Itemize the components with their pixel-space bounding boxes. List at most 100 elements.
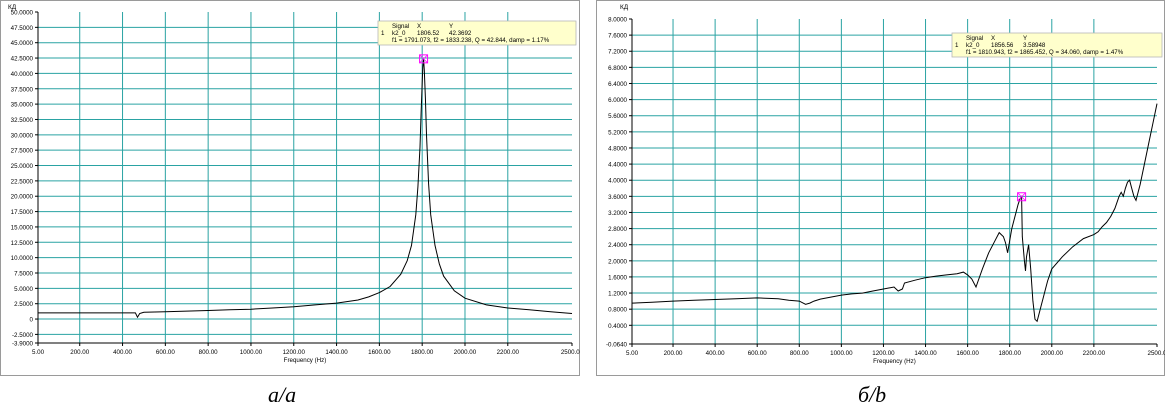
- chart-a-y-tick-label: 42.5000: [11, 56, 34, 63]
- chart-b-readout-header-signal: Signal: [966, 35, 983, 42]
- chart-a-y-tick-label: 5.0000: [14, 286, 33, 293]
- chart-b-y-tick-label: 2.4000: [608, 242, 627, 249]
- chart-a-x-tick-label: 5.00: [32, 349, 45, 356]
- caption-a: а/a: [268, 382, 297, 407]
- frequency-response-chart-b: 8.0000 7.6000 7.2000 6.8000 6.4000 6.0000 5.60…: [596, 0, 1165, 376]
- chart-a-x-tick-label: 400.00: [113, 349, 132, 356]
- chart-a-y-tick-label: 17.5000: [11, 209, 34, 216]
- chart-a-y-tick-label: 15.0000: [11, 224, 34, 231]
- chart-b-x-tick-label: 2500.0: [1148, 350, 1165, 357]
- chart-b-y-tick-label: 7.6000: [608, 33, 627, 40]
- chart-b-x-tick-label: 2000.00: [1041, 350, 1064, 357]
- chart-a-peak-marker-cross: [419, 54, 428, 64]
- chart-a-readout-row-index: 1: [381, 30, 385, 37]
- chart-a-y-tick-label: -3.9000: [12, 341, 34, 348]
- chart-a-y-tick-label: -2.5000: [12, 332, 34, 339]
- chart-b-x-tick-label: 400.00: [706, 350, 725, 357]
- chart-b-y-tick-label: 5.6000: [608, 113, 627, 120]
- chart-b-y-tick-label: 0.4000: [608, 323, 627, 330]
- chart-a-readout-header-x: X: [417, 23, 421, 30]
- chart-a-readout-x: 1806.52: [417, 30, 440, 37]
- chart-b-y-axis-label: КД: [620, 4, 629, 11]
- chart-a-y-tick-label: 10.0000: [11, 255, 34, 262]
- chart-a-x-tick-label: 1600.00: [368, 349, 391, 356]
- chart-a-readout-details: f1 = 1791.073, f2 = 1833.238, Q = 42.844…: [392, 37, 550, 44]
- chart-a-x-tick-label: 1800.00: [411, 349, 434, 356]
- chart-b-y-tick-label: 6.8000: [608, 65, 627, 72]
- chart-a-y-tick-label: 25.0000: [11, 163, 34, 170]
- chart-b-x-tick-label: 1400.00: [914, 350, 937, 357]
- chart-a-x-tick-label: 1200.00: [283, 349, 306, 356]
- chart-a-y-tick-label: 35.0000: [11, 102, 34, 109]
- chart-b-y-tick-label: 6.0000: [608, 97, 627, 104]
- chart-b-readout-row-index: 1: [955, 42, 959, 49]
- chart-b-x-tick-label: 200.00: [664, 350, 683, 357]
- chart-a-y-tick-label: 47.5000: [11, 25, 34, 32]
- chart-a-y-tick-label: 22.5000: [11, 178, 34, 185]
- chart-a-y-tick-label: 40.0000: [11, 71, 34, 78]
- chart-b-x-tick-label: 1200.00: [872, 350, 895, 357]
- chart-a-readout-y: 42.3692: [449, 30, 472, 37]
- chart-a-x-tick-label: 2000.00: [454, 349, 477, 356]
- chart-a-x-tick-label: 800.00: [199, 349, 218, 356]
- chart-a-y-tick-label: 32.5000: [11, 117, 34, 124]
- chart-b-x-tick-label: 1000.00: [830, 350, 853, 357]
- chart-a-y-tick-label: 37.5000: [11, 86, 34, 93]
- chart-a-readout-header-y: Y: [449, 23, 453, 30]
- chart-b-readout-x: 1856.56: [991, 42, 1014, 49]
- chart-b-y-tick-label: -0.0640: [606, 342, 628, 349]
- chart-a-x-tick-label: 600.00: [156, 349, 175, 356]
- chart-b-readout-box: [951, 32, 1163, 58]
- chart-b-y-tick-label: 1.2000: [608, 291, 627, 298]
- chart-b-y-tick-label: 4.8000: [608, 145, 627, 152]
- caption-b: б/b: [858, 382, 887, 407]
- chart-a-y-tick-label: 7.5000: [14, 270, 33, 277]
- chart-a-peak-marker: [419, 54, 429, 64]
- chart-b-x-axis-label: Frequency (Hz): [873, 358, 916, 365]
- chart-a-readout-signal: k2_0: [392, 30, 406, 37]
- chart-a-y-tick-label: 20.0000: [11, 194, 34, 201]
- chart-b-y-tick-label: 4.0000: [608, 178, 627, 185]
- chart-a-y-tick-label: 2.5000: [14, 301, 33, 308]
- chart-b-y-tick-label: 7.2000: [608, 49, 627, 56]
- chart-b-x-tick-label: 5.00: [626, 350, 639, 357]
- chart-b-readout-details: f1 = 1810.943, f2 = 1865.452, Q = 34.060…: [966, 49, 1124, 56]
- chart-a-y-tick-label: 45.0000: [11, 40, 34, 47]
- chart-b-readout-header-y: Y: [1023, 35, 1027, 42]
- chart-a-x-tick-label: 1000.00: [240, 349, 263, 356]
- chart-b-y-tick-label: 6.4000: [608, 81, 627, 88]
- chart-a-y-axis-label: КД: [8, 4, 17, 11]
- frequency-response-chart-a: 50.0000 47.5000 45.0000 42.5000 40.0000 37.50…: [0, 0, 584, 376]
- chart-a-y-tick-label: 0: [30, 317, 34, 324]
- chart-a-y-tick-label: 30.0000: [11, 132, 34, 139]
- chart-panel-b: 8.0000 7.6000 7.2000 6.8000 6.4000 6.0000 5.60…: [596, 0, 1165, 376]
- chart-a-y-tick-label: 27.5000: [11, 148, 34, 155]
- chart-a-readout-box: [377, 20, 577, 46]
- chart-b-x-tick-label: 1800.00: [999, 350, 1022, 357]
- chart-b-readout-header-x: X: [991, 35, 995, 42]
- chart-a-x-tick-label: 200.00: [70, 349, 89, 356]
- chart-b-x-tick-label: 2200.00: [1083, 350, 1106, 357]
- chart-b-x-tick-label: 1600.00: [956, 350, 979, 357]
- chart-b-x-tick-label: 600.00: [748, 350, 767, 357]
- chart-a-x-tick-label: 2200.00: [497, 349, 520, 356]
- chart-b-y-tick-label: 1.6000: [608, 274, 627, 281]
- chart-a-readout-header-signal: Signal: [392, 23, 409, 30]
- chart-b-peak-marker: [1017, 192, 1027, 202]
- chart-b-readout-signal: k2_0: [966, 42, 980, 49]
- chart-b-readout-y: 3.58948: [1023, 42, 1046, 49]
- chart-b-y-tick-label: 2.8000: [608, 226, 627, 233]
- chart-a-y-tick-label: 50.0000: [11, 10, 34, 17]
- chart-a-x-tick-label: 2500.00: [561, 349, 580, 356]
- chart-a-x-axis-label: Frequency (Hz): [284, 357, 327, 364]
- chart-b-y-tick-label: 5.2000: [608, 129, 627, 136]
- chart-b-y-tick-label: 0.8000: [608, 307, 627, 314]
- chart-a-y-tick-label: 12.5000: [11, 240, 34, 247]
- chart-a-series-line: [38, 58, 573, 319]
- chart-b-y-tick-label: 8.0000: [608, 17, 627, 24]
- chart-b-series-line: [631, 103, 1158, 323]
- chart-b-peak-marker-cross: [1017, 192, 1026, 202]
- chart-a-x-tick-label: 1400.00: [325, 349, 348, 356]
- chart-b-y-tick-label: 3.2000: [608, 210, 627, 217]
- chart-b-y-tick-label: 4.4000: [608, 162, 627, 169]
